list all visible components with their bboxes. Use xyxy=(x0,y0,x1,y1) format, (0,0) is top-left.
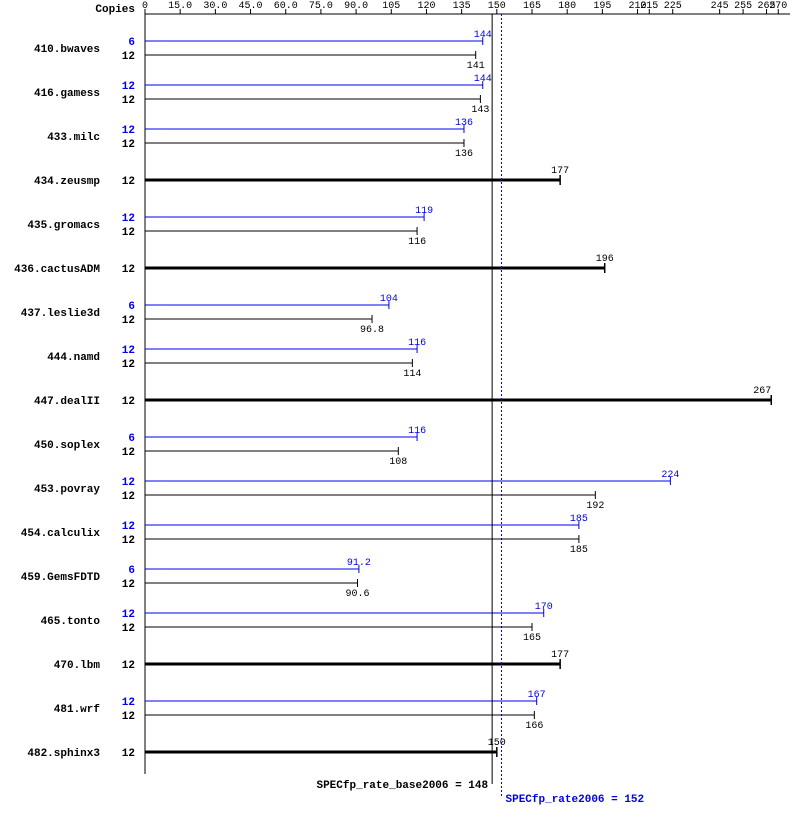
copies-label-base: 12 xyxy=(122,227,135,239)
bar-value-label-peak: 116 xyxy=(408,426,426,437)
axis-tick-label: 215 xyxy=(640,1,658,12)
axis-tick-label: 60.0 xyxy=(274,1,298,12)
bar-value-label-peak: 224 xyxy=(661,470,679,481)
copies-label-peak: 12 xyxy=(122,345,135,357)
axis-tick-label: 195 xyxy=(593,1,611,12)
copies-label-base: 12 xyxy=(122,447,135,459)
axis-tick-label: 90.0 xyxy=(344,1,368,12)
bar-value-label-base: 166 xyxy=(525,721,543,732)
benchmark-label: 454.calculix xyxy=(21,528,101,540)
copies-label: 12 xyxy=(122,748,135,760)
axis-tick-label: 225 xyxy=(664,1,682,12)
bar-value-label-base: 141 xyxy=(467,61,485,72)
bar-value-label: 150 xyxy=(488,738,506,749)
copies-label: 12 xyxy=(122,176,135,188)
bar-value-label-base: 90.6 xyxy=(345,589,369,600)
bar-value-label-base: 185 xyxy=(570,545,588,556)
bar-value-label-peak: 185 xyxy=(570,514,588,525)
axis-tick-label: 15.0 xyxy=(168,1,192,12)
axis-tick-label: 75.0 xyxy=(309,1,333,12)
copies-label-peak: 12 xyxy=(122,125,135,137)
bar-value-label-base: 114 xyxy=(403,369,421,380)
copies-label: 12 xyxy=(122,264,135,276)
benchmark-label: 465.tonto xyxy=(41,616,101,628)
axis-tick-label: 265 xyxy=(758,1,776,12)
copies-label-peak: 12 xyxy=(122,81,135,93)
reference-label-peak: SPECfp_rate2006 = 152 xyxy=(506,794,645,806)
bar-value-label: 177 xyxy=(551,166,569,177)
copies-header: Copies xyxy=(95,4,135,16)
axis-tick-label: 45.0 xyxy=(239,1,263,12)
benchmark-label: 444.namd xyxy=(47,352,100,364)
spec-chart: 0 15.0 30.0 45.0 60.0 75.0 90.0 105 120 135 150 165… xyxy=(0,0,799,831)
bar-value-label: 196 xyxy=(596,254,614,265)
benchmark-label: 482.sphinx3 xyxy=(27,748,100,760)
bar-value-label-peak: 91.2 xyxy=(347,558,371,569)
bar-value-label-base: 136 xyxy=(455,149,473,160)
copies-label: 12 xyxy=(122,396,135,408)
benchmark-label: 481.wrf xyxy=(54,704,101,716)
axis-tick-label: 0 xyxy=(142,1,148,12)
copies-label-base: 12 xyxy=(122,139,135,151)
copies-label-base: 12 xyxy=(122,711,135,723)
benchmark-label: 459.GemsFDTD xyxy=(21,572,101,584)
bar-value-label: 267 xyxy=(753,386,771,397)
copies-label-base: 12 xyxy=(122,623,135,635)
benchmark-label: 435.gromacs xyxy=(27,220,100,232)
bar-value-label-peak: 116 xyxy=(408,338,426,349)
copies-label-peak: 6 xyxy=(128,433,135,445)
benchmark-label: 447.dealII xyxy=(34,396,100,408)
copies-label-base: 12 xyxy=(122,579,135,591)
axis-tick-label: 30.0 xyxy=(203,1,227,12)
copies-label-base: 12 xyxy=(122,51,135,63)
copies-label-peak: 12 xyxy=(122,521,135,533)
copies-label-base: 12 xyxy=(122,95,135,107)
axis-tick-label: 165 xyxy=(523,1,541,12)
bar-value-label-peak: 170 xyxy=(535,602,553,613)
bar-value-label-base: 192 xyxy=(586,501,604,512)
benchmark-label: 470.lbm xyxy=(54,660,101,672)
benchmark-label: 453.povray xyxy=(34,484,100,496)
bar-value-label-peak: 119 xyxy=(415,206,433,217)
bar-value-label-base: 165 xyxy=(523,633,541,644)
axis-tick-label: 245 xyxy=(711,1,729,12)
copies-label: 12 xyxy=(122,660,135,672)
bar-value-label-peak: 167 xyxy=(528,690,546,701)
bar-value-label-base: 143 xyxy=(471,105,489,116)
benchmark-label: 433.milc xyxy=(47,132,100,144)
bar-value-label-peak: 104 xyxy=(380,294,398,305)
benchmark-label: 450.soplex xyxy=(34,440,100,452)
axis-tick-label: 120 xyxy=(417,1,435,12)
benchmark-label: 434.zeusmp xyxy=(34,176,100,188)
benchmark-label: 416.gamess xyxy=(34,88,100,100)
bar-value-label-peak: 144 xyxy=(474,74,492,85)
bar-value-label-peak: 136 xyxy=(455,118,473,129)
copies-label-peak: 6 xyxy=(128,301,135,313)
benchmark-label: 437.leslie3d xyxy=(21,308,100,320)
copies-label-peak: 6 xyxy=(128,565,135,577)
axis-tick-label: 105 xyxy=(382,1,400,12)
copies-label-base: 12 xyxy=(122,315,135,327)
copies-label-peak: 12 xyxy=(122,477,135,489)
copies-label-base: 12 xyxy=(122,359,135,371)
bar-value-label-base: 116 xyxy=(408,237,426,248)
copies-label-peak: 12 xyxy=(122,609,135,621)
copies-label-peak: 12 xyxy=(122,697,135,709)
bar-value-label: 177 xyxy=(551,650,569,661)
copies-label-peak: 12 xyxy=(122,213,135,225)
bar-value-label-peak: 144 xyxy=(474,30,492,41)
copies-label-base: 12 xyxy=(122,535,135,547)
axis-tick-label: 150 xyxy=(488,1,506,12)
bar-value-label-base: 96.8 xyxy=(360,325,384,336)
axis-tick-label: 255 xyxy=(734,1,752,12)
copies-label-peak: 6 xyxy=(128,37,135,49)
benchmark-label: 410.bwaves xyxy=(34,44,100,56)
copies-label-base: 12 xyxy=(122,491,135,503)
axis-tick-label: 135 xyxy=(453,1,471,12)
bar-value-label-base: 108 xyxy=(389,457,407,468)
reference-label-base: SPECfp_rate_base2006 = 148 xyxy=(316,780,488,792)
axis-tick-label: 180 xyxy=(558,1,576,12)
benchmark-label: 436.cactusADM xyxy=(14,264,100,276)
